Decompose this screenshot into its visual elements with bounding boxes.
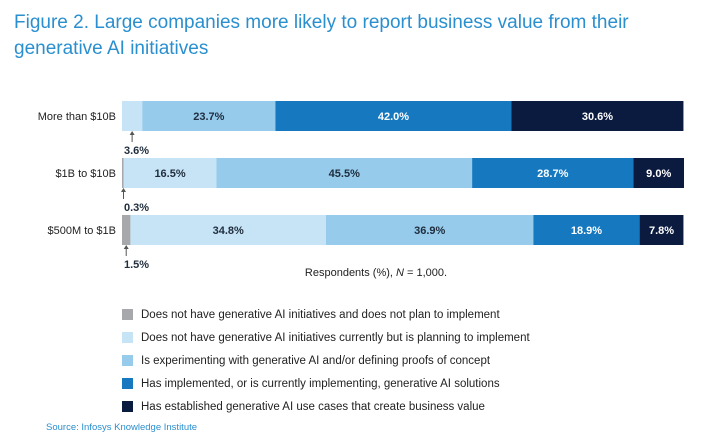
legend-label: Has implemented, or is currently impleme… [141,377,500,390]
legend-swatch [122,355,133,366]
legend-swatch [122,309,133,320]
bar-segment [142,101,276,131]
data-label: 16.5% [154,168,185,180]
bar-segment [633,158,684,188]
bar-segment [275,101,512,131]
bar-segment [122,158,124,188]
legend-label: Does not have generative AI initiatives … [141,331,530,344]
legend-swatch [122,378,133,389]
data-label: 28.7% [537,168,568,180]
callout-label: 0.3% [124,202,149,214]
legend-item: Has established generative AI use cases … [122,395,530,418]
bar-segment [533,215,640,245]
callout-arrow [123,245,129,249]
bar-segment [472,158,634,188]
bar-segment [130,215,327,245]
legend-swatch [122,332,133,343]
chart-title-line-1: Figure 2. Large companies more likely to… [14,12,629,33]
legend-item: Has implemented, or is currently impleme… [122,372,530,395]
legend-item: Does not have generative AI initiatives … [122,303,530,326]
callout-label: 1.5% [124,259,149,271]
data-label: 34.8% [213,225,244,237]
legend-item: Does not have generative AI initiatives … [122,326,530,349]
data-label: 42.0% [378,111,409,123]
bar-segment [216,158,473,188]
bar-segment [326,215,534,245]
callout-arrow [129,131,135,135]
chart-title: Figure 2. Large companies more likely to… [14,10,704,62]
data-label: 30.6% [582,111,613,123]
callout-label: 3.6% [124,145,149,157]
category-label: More than $10B [38,111,116,123]
legend-label: Is experimenting with generative AI and/… [141,354,491,367]
chart-title-line-2: generative AI initiatives [14,38,209,59]
data-label: 36.9% [414,225,445,237]
data-label: 23.7% [193,111,224,123]
bar-segment [122,101,143,131]
data-label: 18.9% [571,225,602,237]
bar-segment [123,158,217,188]
data-label: 9.0% [646,168,671,180]
category-label: $500M to $1B [48,225,117,237]
data-label: 7.8% [649,225,674,237]
stacked-bar-chart: More than $10B 23.7% 42.0% 30.6% $1B to $10B… [38,101,684,279]
bar-segment [122,215,131,245]
bar-segment [639,215,684,245]
legend-label: Has established generative AI use cases … [141,400,485,413]
category-label: $1B to $10B [55,168,116,180]
x-axis-label: Respondents (%), N = 1,000. [305,267,447,279]
source-note: Source: Infosys Knowledge Institute [46,422,198,433]
bar-segment [511,101,684,131]
callout-arrow [121,188,126,192]
data-label: 45.5% [329,168,360,180]
legend-item: Is experimenting with generative AI and/… [122,349,530,372]
legend-swatch [122,401,133,412]
chart-legend: Does not have generative AI initiatives … [122,303,530,418]
legend-label: Does not have generative AI initiatives … [141,308,500,321]
